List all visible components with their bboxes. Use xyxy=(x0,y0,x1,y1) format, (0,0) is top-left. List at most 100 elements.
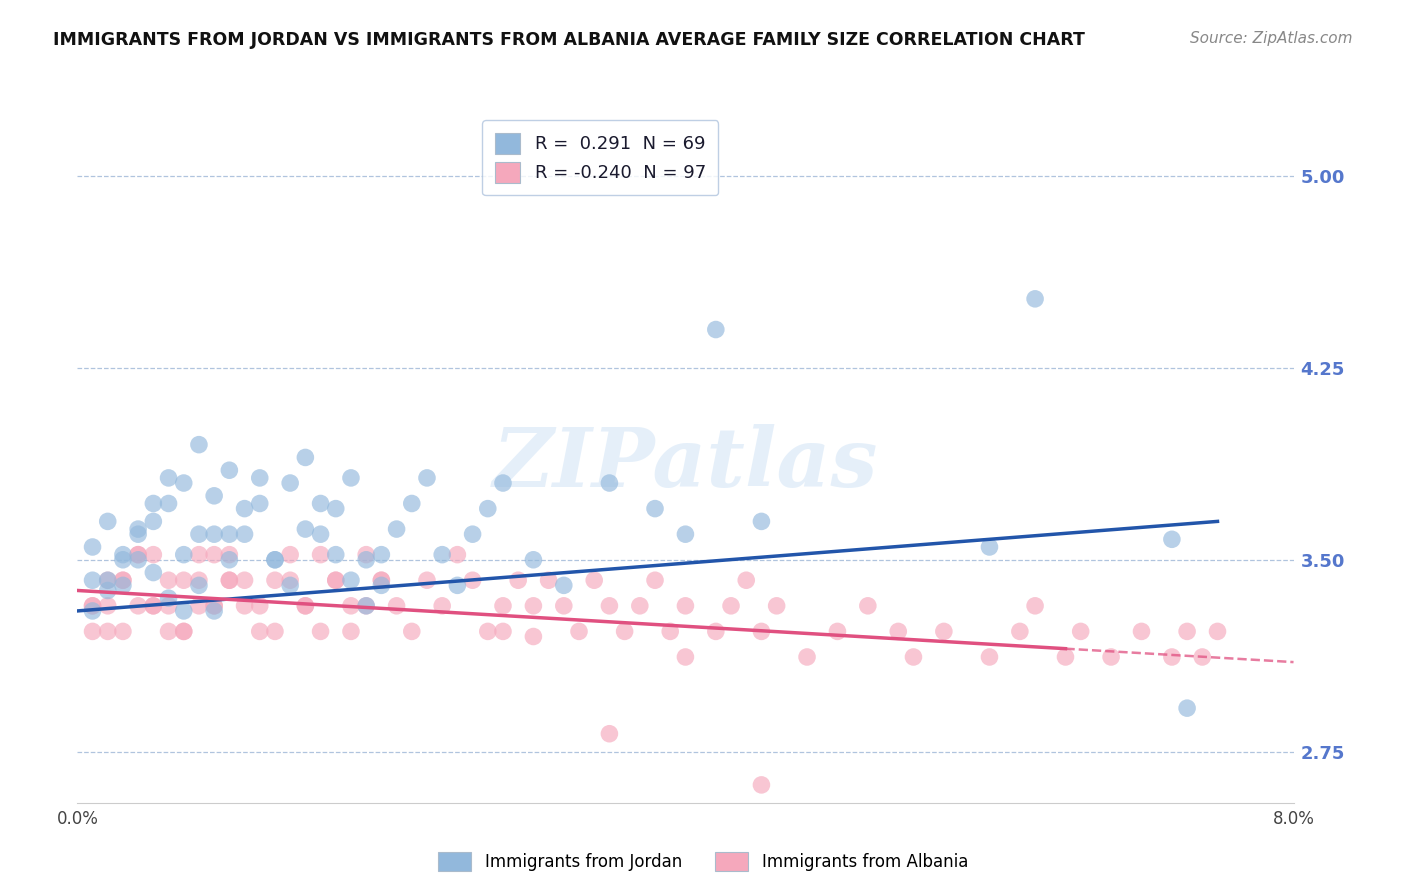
Point xyxy=(82,624,104,639)
Point xyxy=(188,548,211,562)
Point xyxy=(370,548,392,562)
Point xyxy=(142,566,165,580)
Point xyxy=(385,599,408,613)
Point xyxy=(111,578,134,592)
Point xyxy=(1175,701,1198,715)
Point xyxy=(644,573,666,587)
Point xyxy=(340,624,363,639)
Point xyxy=(202,489,225,503)
Point xyxy=(249,471,271,485)
Point xyxy=(173,548,195,562)
Point xyxy=(537,573,560,587)
Point xyxy=(1070,624,1092,639)
Point xyxy=(233,527,256,541)
Point xyxy=(249,624,271,639)
Point xyxy=(249,496,271,510)
Point xyxy=(370,578,392,592)
Point xyxy=(294,450,316,465)
Point xyxy=(142,515,165,529)
Point xyxy=(249,599,271,613)
Point xyxy=(446,548,468,562)
Point xyxy=(278,476,301,491)
Point xyxy=(432,548,454,562)
Point xyxy=(354,548,377,562)
Point xyxy=(188,599,211,613)
Point xyxy=(82,573,104,587)
Point xyxy=(309,496,332,510)
Point xyxy=(416,471,439,485)
Point xyxy=(173,573,195,587)
Point xyxy=(82,540,104,554)
Point xyxy=(340,599,363,613)
Point xyxy=(765,599,787,613)
Point xyxy=(111,624,134,639)
Point xyxy=(309,527,332,541)
Point xyxy=(264,573,287,587)
Point xyxy=(370,573,392,587)
Point xyxy=(1099,650,1122,665)
Point xyxy=(675,599,697,613)
Point xyxy=(751,624,773,639)
Point xyxy=(173,624,195,639)
Point xyxy=(233,599,256,613)
Point xyxy=(127,548,149,562)
Point xyxy=(218,573,240,587)
Point xyxy=(461,573,484,587)
Point xyxy=(675,527,697,541)
Point xyxy=(173,624,195,639)
Point xyxy=(97,515,120,529)
Text: ZIPatlas: ZIPatlas xyxy=(492,424,879,504)
Legend: R =  0.291  N = 69, R = -0.240  N = 97: R = 0.291 N = 69, R = -0.240 N = 97 xyxy=(482,120,718,195)
Point xyxy=(492,599,515,613)
Point xyxy=(157,496,180,510)
Point xyxy=(325,548,347,562)
Point xyxy=(508,573,530,587)
Point xyxy=(127,599,149,613)
Point xyxy=(157,471,180,485)
Point xyxy=(354,599,377,613)
Point xyxy=(264,553,287,567)
Point xyxy=(720,599,742,613)
Point xyxy=(82,604,104,618)
Point xyxy=(157,573,180,587)
Point xyxy=(218,553,240,567)
Point xyxy=(1008,624,1031,639)
Point xyxy=(704,322,727,336)
Point xyxy=(598,599,620,613)
Point xyxy=(127,527,149,541)
Point xyxy=(644,501,666,516)
Point xyxy=(173,476,195,491)
Point xyxy=(568,624,591,639)
Point xyxy=(735,573,758,587)
Point xyxy=(1206,624,1229,639)
Point xyxy=(856,599,879,613)
Point xyxy=(659,624,682,639)
Point xyxy=(218,573,240,587)
Point xyxy=(127,522,149,536)
Point xyxy=(202,604,225,618)
Point xyxy=(97,573,120,587)
Point xyxy=(522,630,544,644)
Point xyxy=(202,599,225,613)
Point xyxy=(142,548,165,562)
Point xyxy=(385,522,408,536)
Point xyxy=(157,591,180,606)
Point xyxy=(751,515,773,529)
Point xyxy=(1175,624,1198,639)
Point xyxy=(432,599,454,613)
Point xyxy=(598,476,620,491)
Point xyxy=(294,522,316,536)
Text: Source: ZipAtlas.com: Source: ZipAtlas.com xyxy=(1189,31,1353,46)
Point xyxy=(309,624,332,639)
Point xyxy=(142,599,165,613)
Legend: Immigrants from Jordan, Immigrants from Albania: Immigrants from Jordan, Immigrants from … xyxy=(429,843,977,880)
Point xyxy=(887,624,910,639)
Point xyxy=(522,553,544,567)
Point xyxy=(325,573,347,587)
Point xyxy=(704,624,727,639)
Point xyxy=(127,553,149,567)
Point xyxy=(1054,650,1077,665)
Point xyxy=(294,599,316,613)
Point xyxy=(278,573,301,587)
Point xyxy=(202,599,225,613)
